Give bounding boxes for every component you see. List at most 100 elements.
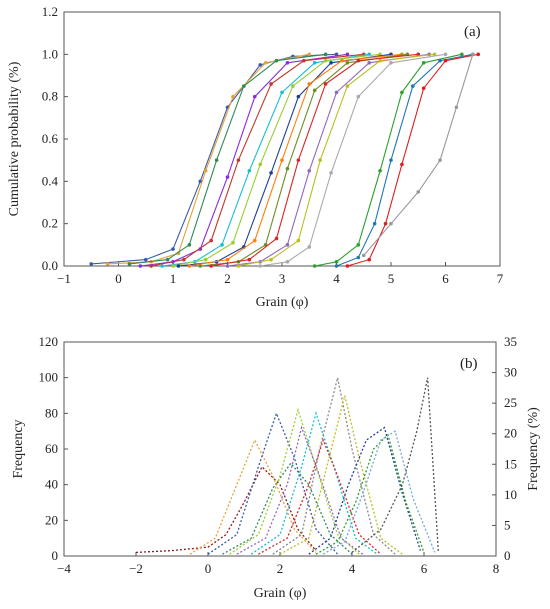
data-point — [296, 158, 301, 162]
series-line — [351, 377, 440, 553]
data-point — [345, 264, 350, 268]
data-point — [345, 52, 350, 57]
data-point — [285, 166, 290, 171]
series-path — [91, 53, 337, 265]
data-point — [460, 52, 464, 57]
data-point — [105, 262, 110, 266]
data-point — [160, 264, 164, 268]
series-line — [209, 52, 421, 268]
data-point — [438, 158, 442, 162]
x-tick-label: 0 — [205, 561, 212, 576]
panel-a-y-ticks: 0.0 0.2 0.4 0.6 0.8 1.0 1.2 — [42, 4, 68, 273]
series-line — [236, 52, 437, 268]
data-point — [247, 257, 252, 262]
panel-a-frame — [63, 11, 501, 267]
series-line — [312, 52, 464, 268]
data-point — [438, 58, 442, 63]
data-point — [176, 264, 181, 268]
y-tick-label: 1.2 — [42, 4, 58, 19]
y-right-tick-label: 5 — [504, 517, 511, 532]
series-path — [238, 53, 435, 267]
data-point — [356, 58, 361, 63]
y-tick-label: 0 — [52, 548, 59, 563]
x-tick-label: 1 — [170, 271, 177, 286]
data-point — [149, 264, 153, 268]
data-point — [421, 61, 426, 65]
panel-b-y-axis-label: Frequency — [11, 419, 26, 478]
data-point — [182, 257, 186, 262]
data-point — [443, 52, 448, 57]
panel-a-label: (a) — [464, 24, 481, 40]
data-point — [187, 243, 192, 247]
data-point — [367, 257, 372, 262]
series-path — [260, 53, 446, 267]
x-tick-label: 6 — [421, 561, 428, 576]
data-point — [236, 264, 241, 268]
data-point — [209, 264, 213, 268]
data-point — [89, 262, 94, 266]
data-point — [356, 243, 361, 247]
series-line — [171, 52, 382, 268]
series-line — [198, 52, 410, 268]
data-point — [258, 162, 263, 167]
data-point — [187, 264, 192, 268]
series-line — [258, 438, 382, 555]
y-tick-label: 60 — [45, 441, 58, 456]
data-point — [367, 61, 372, 65]
data-point — [231, 240, 235, 245]
data-point — [127, 262, 132, 266]
data-point — [361, 253, 366, 258]
data-point — [334, 259, 339, 264]
data-point — [252, 238, 257, 243]
x-tick-label: 7 — [497, 271, 504, 286]
data-point — [285, 243, 290, 247]
y-tick-label: 0.8 — [42, 89, 58, 104]
data-point — [198, 264, 203, 268]
data-point — [280, 90, 284, 95]
data-point — [252, 94, 257, 99]
series-line — [236, 425, 364, 555]
data-point — [291, 84, 295, 88]
series-line — [189, 438, 317, 555]
series-line — [279, 395, 403, 555]
data-point — [263, 61, 268, 65]
data-point — [432, 52, 437, 57]
data-point — [165, 257, 170, 262]
data-point — [171, 264, 175, 268]
data-point — [258, 264, 263, 268]
panel-a-y-axis-label: Cumulative probability (%) — [7, 61, 22, 216]
data-point — [242, 84, 246, 88]
panel-b-x-ticks: −4 −2 0 2 4 6 8 — [57, 552, 499, 576]
x-tick-label: −1 — [57, 271, 71, 286]
series-line — [308, 426, 422, 555]
data-point — [411, 84, 415, 88]
data-point — [247, 168, 252, 173]
panel-b-series — [135, 377, 440, 555]
series-path — [227, 53, 430, 267]
data-point — [198, 179, 203, 184]
data-point — [334, 90, 339, 95]
data-point — [280, 158, 284, 162]
y-tick-label: 0.2 — [42, 216, 58, 231]
data-point — [171, 247, 175, 251]
panel-b-y-ticks-right: 0 5 10 15 20 25 30 35 — [492, 334, 517, 563]
data-point — [269, 171, 273, 175]
series-line — [229, 407, 360, 555]
series-line — [149, 52, 366, 268]
data-point — [454, 105, 459, 110]
panel-b: 0 20 40 60 80 100 120 0 5 10 15 20 25 30 35 −4 −2 0 2 4 6 8… — [11, 334, 541, 601]
panel-b-frame — [63, 341, 497, 557]
y-tick-label: 1.0 — [42, 46, 58, 61]
series-line — [135, 465, 317, 554]
data-point — [214, 158, 219, 162]
data-point — [356, 255, 361, 260]
series-line — [207, 411, 339, 555]
series-line — [315, 433, 425, 555]
data-point — [269, 82, 273, 86]
y-right-tick-label: 25 — [504, 395, 517, 410]
series-line — [272, 377, 396, 555]
data-point — [400, 162, 404, 167]
data-point — [312, 61, 317, 65]
data-point — [323, 52, 328, 57]
x-tick-label: 0 — [115, 271, 122, 286]
